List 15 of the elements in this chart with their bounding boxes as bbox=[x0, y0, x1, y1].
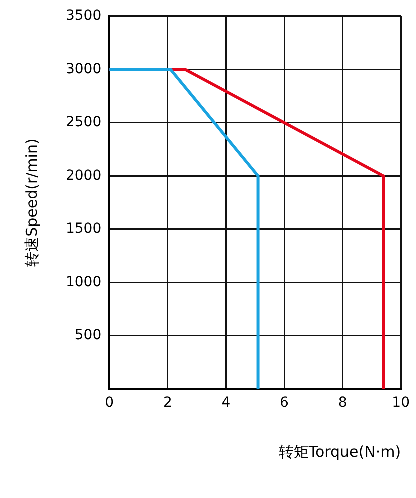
y-tick-label: 500 bbox=[74, 328, 102, 344]
y-tick-label: 2000 bbox=[66, 168, 102, 184]
x-tick-label: 4 bbox=[222, 395, 231, 412]
y-tick-label: 2500 bbox=[66, 114, 102, 131]
x-tick-label: 2 bbox=[163, 395, 172, 412]
y-tick-label: 3500 bbox=[66, 8, 102, 24]
x-tick-label: 0 bbox=[105, 395, 114, 412]
x-tick-label: 8 bbox=[338, 395, 348, 412]
y-tick-label: 3000 bbox=[66, 61, 102, 78]
x-tick-label: 10 bbox=[392, 395, 410, 412]
y-axis-title: 转速Speed(r/min) bbox=[22, 138, 41, 267]
x-tick-label: 6 bbox=[280, 395, 290, 412]
y-tick-label: 1500 bbox=[66, 221, 102, 238]
x-axis-title: 转矩Torque(N·m) bbox=[278, 442, 402, 461]
y-tick-label: 1000 bbox=[66, 274, 102, 290]
